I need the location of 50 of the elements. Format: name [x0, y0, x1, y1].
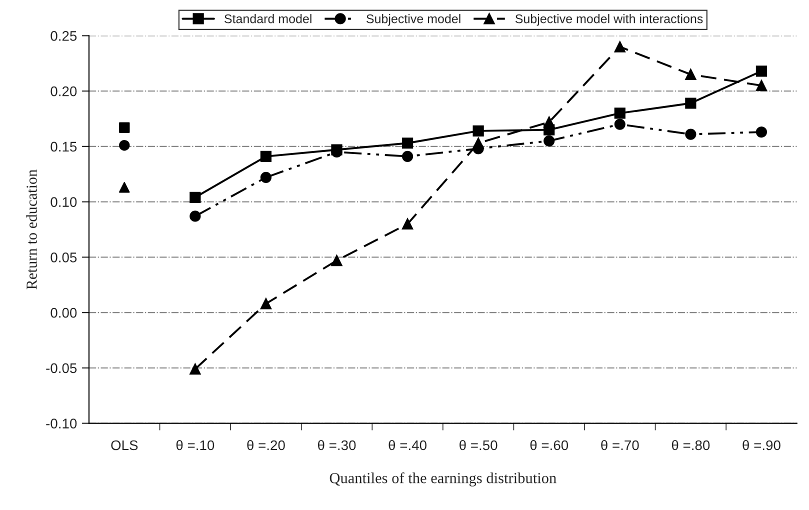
- y-tick-label: -0.05: [46, 363, 77, 374]
- x-tick-label: θ =.30: [318, 440, 356, 450]
- y-tick-label: 0.05: [50, 252, 77, 262]
- point: [472, 125, 484, 136]
- x-tick-label: θ =.60: [530, 440, 568, 450]
- point: [402, 218, 414, 230]
- point: [614, 108, 626, 119]
- point: [685, 68, 696, 80]
- legend-label: Subjective model: [366, 14, 460, 26]
- point: [190, 210, 201, 222]
- point: [472, 143, 484, 154]
- y-axis-title: Return to education: [26, 169, 37, 290]
- y-tick-label: 0.15: [50, 142, 77, 152]
- y-tick-label: 0.20: [50, 86, 77, 96]
- y-tick-label: 0.25: [50, 31, 77, 41]
- point: [756, 66, 768, 77]
- point: [331, 144, 342, 156]
- point: [756, 80, 768, 92]
- point: [685, 128, 696, 140]
- point: [614, 41, 626, 52]
- x-tick-label: θ =.90: [742, 440, 780, 450]
- point: [544, 124, 555, 136]
- y-tick-label: 0.10: [50, 197, 77, 207]
- point: [260, 298, 272, 310]
- x-tick-label: OLS: [111, 440, 138, 450]
- point: [756, 126, 768, 138]
- point: [119, 140, 130, 151]
- legend-label: Subjective model with interactions: [515, 14, 703, 26]
- legend-label: Standard model: [224, 14, 312, 24]
- point: [331, 254, 342, 266]
- point: [190, 363, 201, 375]
- point: [119, 122, 130, 133]
- point: [402, 150, 414, 162]
- x-tick-label: θ =.50: [460, 440, 498, 450]
- x-axis-title: Quantiles of the earnings distribution: [330, 472, 556, 486]
- y-tick-label: -0.10: [46, 418, 77, 428]
- point: [402, 138, 414, 149]
- x-tick-label: θ =.70: [601, 440, 639, 450]
- x-tick-label: θ =.40: [388, 440, 426, 450]
- x-tick-label: θ =.80: [672, 440, 710, 450]
- point: [260, 172, 272, 184]
- x-tick-label: θ =.10: [176, 440, 214, 450]
- point: [614, 118, 626, 130]
- point: [190, 192, 201, 203]
- point: [119, 182, 130, 193]
- point: [260, 150, 272, 162]
- point: [685, 98, 696, 109]
- point: [544, 135, 555, 146]
- x-tick-label: θ =.20: [247, 440, 285, 450]
- y-tick-label: 0.00: [50, 308, 77, 318]
